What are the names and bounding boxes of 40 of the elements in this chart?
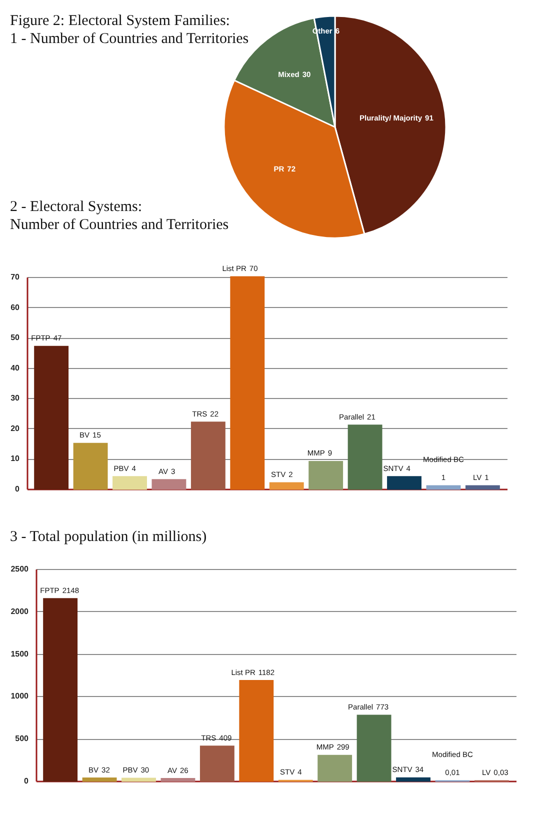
bar: [230, 276, 265, 490]
y-tick-label: 0: [24, 776, 30, 786]
bar: [160, 778, 196, 782]
bar: [200, 746, 234, 782]
bar: [269, 482, 304, 490]
bar: [82, 778, 117, 782]
y-tick-label: 0: [15, 484, 20, 494]
bar: [34, 346, 69, 490]
y-tick-label: 50: [10, 333, 20, 342]
y-tick-label: 10: [10, 454, 20, 464]
chart-title: 3 - Total population (in millions): [10, 528, 207, 546]
text: 1 - Number of Countries and Territories: [10, 30, 249, 48]
bar: [465, 485, 500, 490]
y-tick-label: 30: [10, 394, 20, 403]
bar: [318, 754, 352, 782]
bar: [426, 485, 461, 490]
bar: [122, 778, 156, 782]
y-tick-label: 1000: [10, 692, 30, 701]
bar: [73, 442, 108, 490]
y-tick-label: 20: [10, 424, 20, 433]
bar: [152, 479, 186, 490]
bar: [43, 598, 78, 782]
y-tick-label: 2500: [10, 564, 30, 574]
bar: [356, 714, 392, 782]
bar: [239, 680, 274, 782]
bar: [190, 422, 226, 490]
y-tick-label: 40: [10, 363, 20, 372]
y-tick-label: 70: [10, 272, 20, 282]
bar: [308, 460, 344, 490]
y-tick-label: 500: [15, 734, 30, 744]
bar: [387, 476, 422, 490]
chart-title: 2 - Electoral Systems:: [10, 198, 144, 216]
chart-title: Figure 2: Electoral System Families:: [10, 12, 231, 30]
bar: [348, 424, 382, 490]
bar: [112, 476, 147, 490]
bar: [396, 777, 430, 782]
y-tick-label: 60: [10, 302, 20, 312]
chart-subtitle: Number of Countries and Territories: [10, 216, 229, 234]
y-tick-label: 2000: [10, 606, 30, 616]
y-tick-label: 1500: [10, 649, 30, 658]
